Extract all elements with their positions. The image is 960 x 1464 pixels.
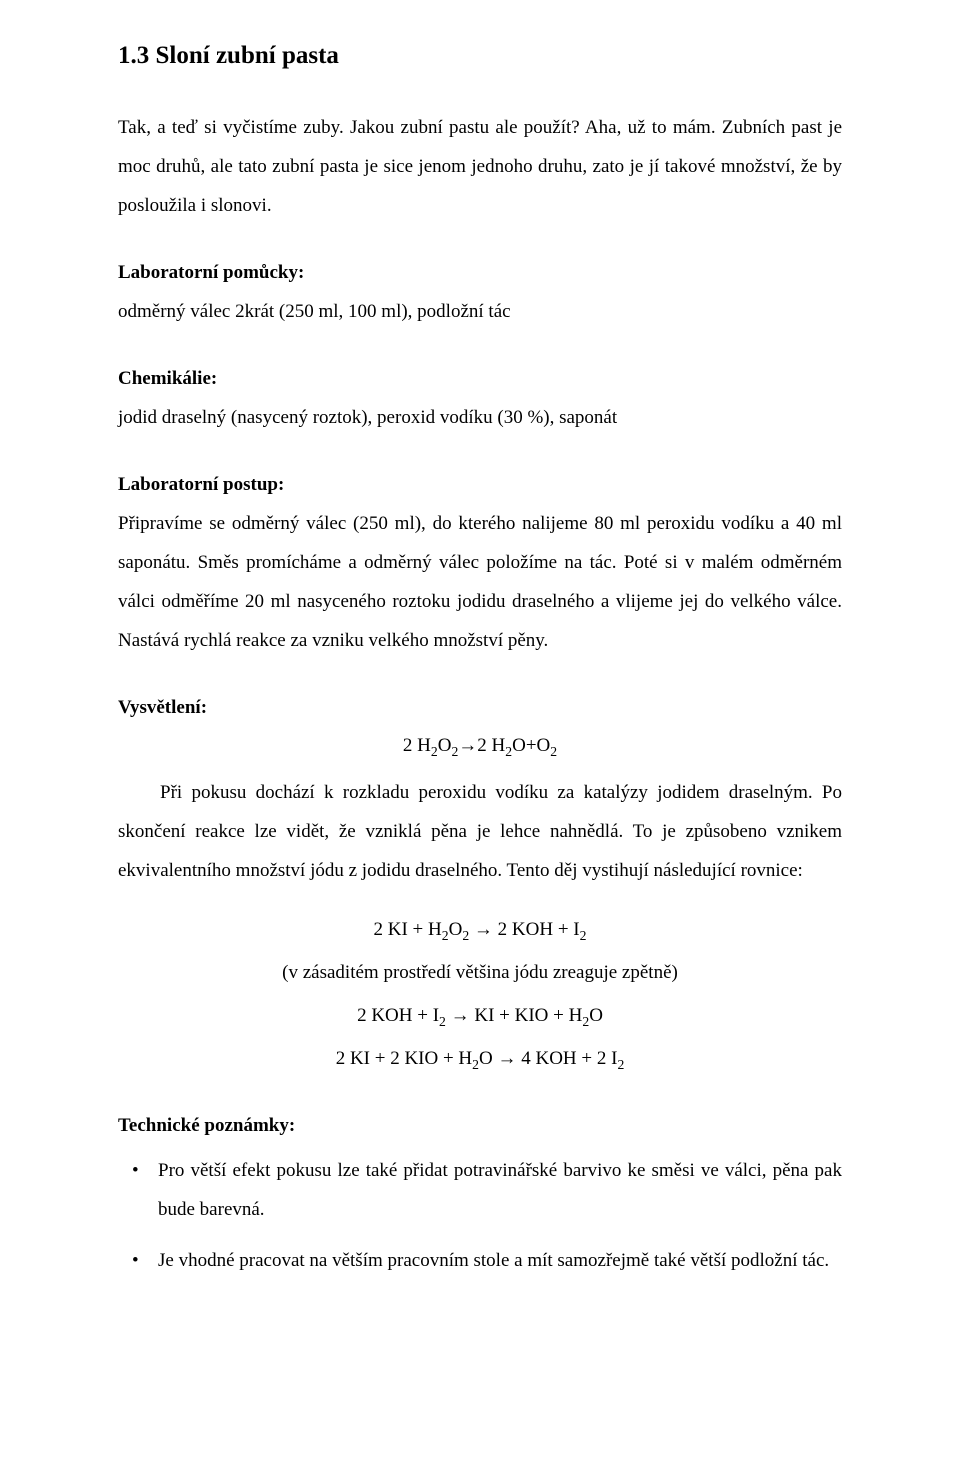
procedure-head: Laboratorní postup: <box>118 466 842 505</box>
equation-2: 2 KOH + I2 → KI + KIO + H2O <box>118 997 842 1036</box>
explanation-head: Vysvětlení: <box>118 689 842 728</box>
chemicals-body: jodid draselný (nasycený roztok), peroxi… <box>118 399 842 438</box>
chemicals-head: Chemikálie: <box>118 360 842 399</box>
intro-paragraph: Tak, a teď si vyčistíme zuby. Jakou zubn… <box>118 109 842 226</box>
procedure-body: Připravíme se odměrný válec (250 ml), do… <box>118 505 842 661</box>
equation-note: (v zásaditém prostředí většina jódu zrea… <box>118 954 842 993</box>
list-item: Pro větší efekt pokusu lze také přidat p… <box>118 1152 842 1230</box>
notes-list: Pro větší efekt pokusu lze také přidat p… <box>118 1152 842 1281</box>
equation-main: 2 H2O2→2 H2O+O2 <box>118 727 842 766</box>
list-item: Je vhodné pracovat na větším pracovním s… <box>118 1242 842 1281</box>
equation-1: 2 KI + H2O2 → 2 KOH + I2 <box>118 911 842 950</box>
equation-3: 2 KI + 2 KIO + H2O → 4 KOH + 2 I2 <box>118 1040 842 1079</box>
section-title: 1.3 Sloní zubní pasta <box>118 30 842 81</box>
equipment-body: odměrný válec 2krát (250 ml, 100 ml), po… <box>118 293 842 332</box>
equipment-head: Laboratorní pomůcky: <box>118 254 842 293</box>
notes-head: Technické poznámky: <box>118 1107 842 1146</box>
explanation-paragraph: Při pokusu dochází k rozkladu peroxidu v… <box>118 774 842 891</box>
